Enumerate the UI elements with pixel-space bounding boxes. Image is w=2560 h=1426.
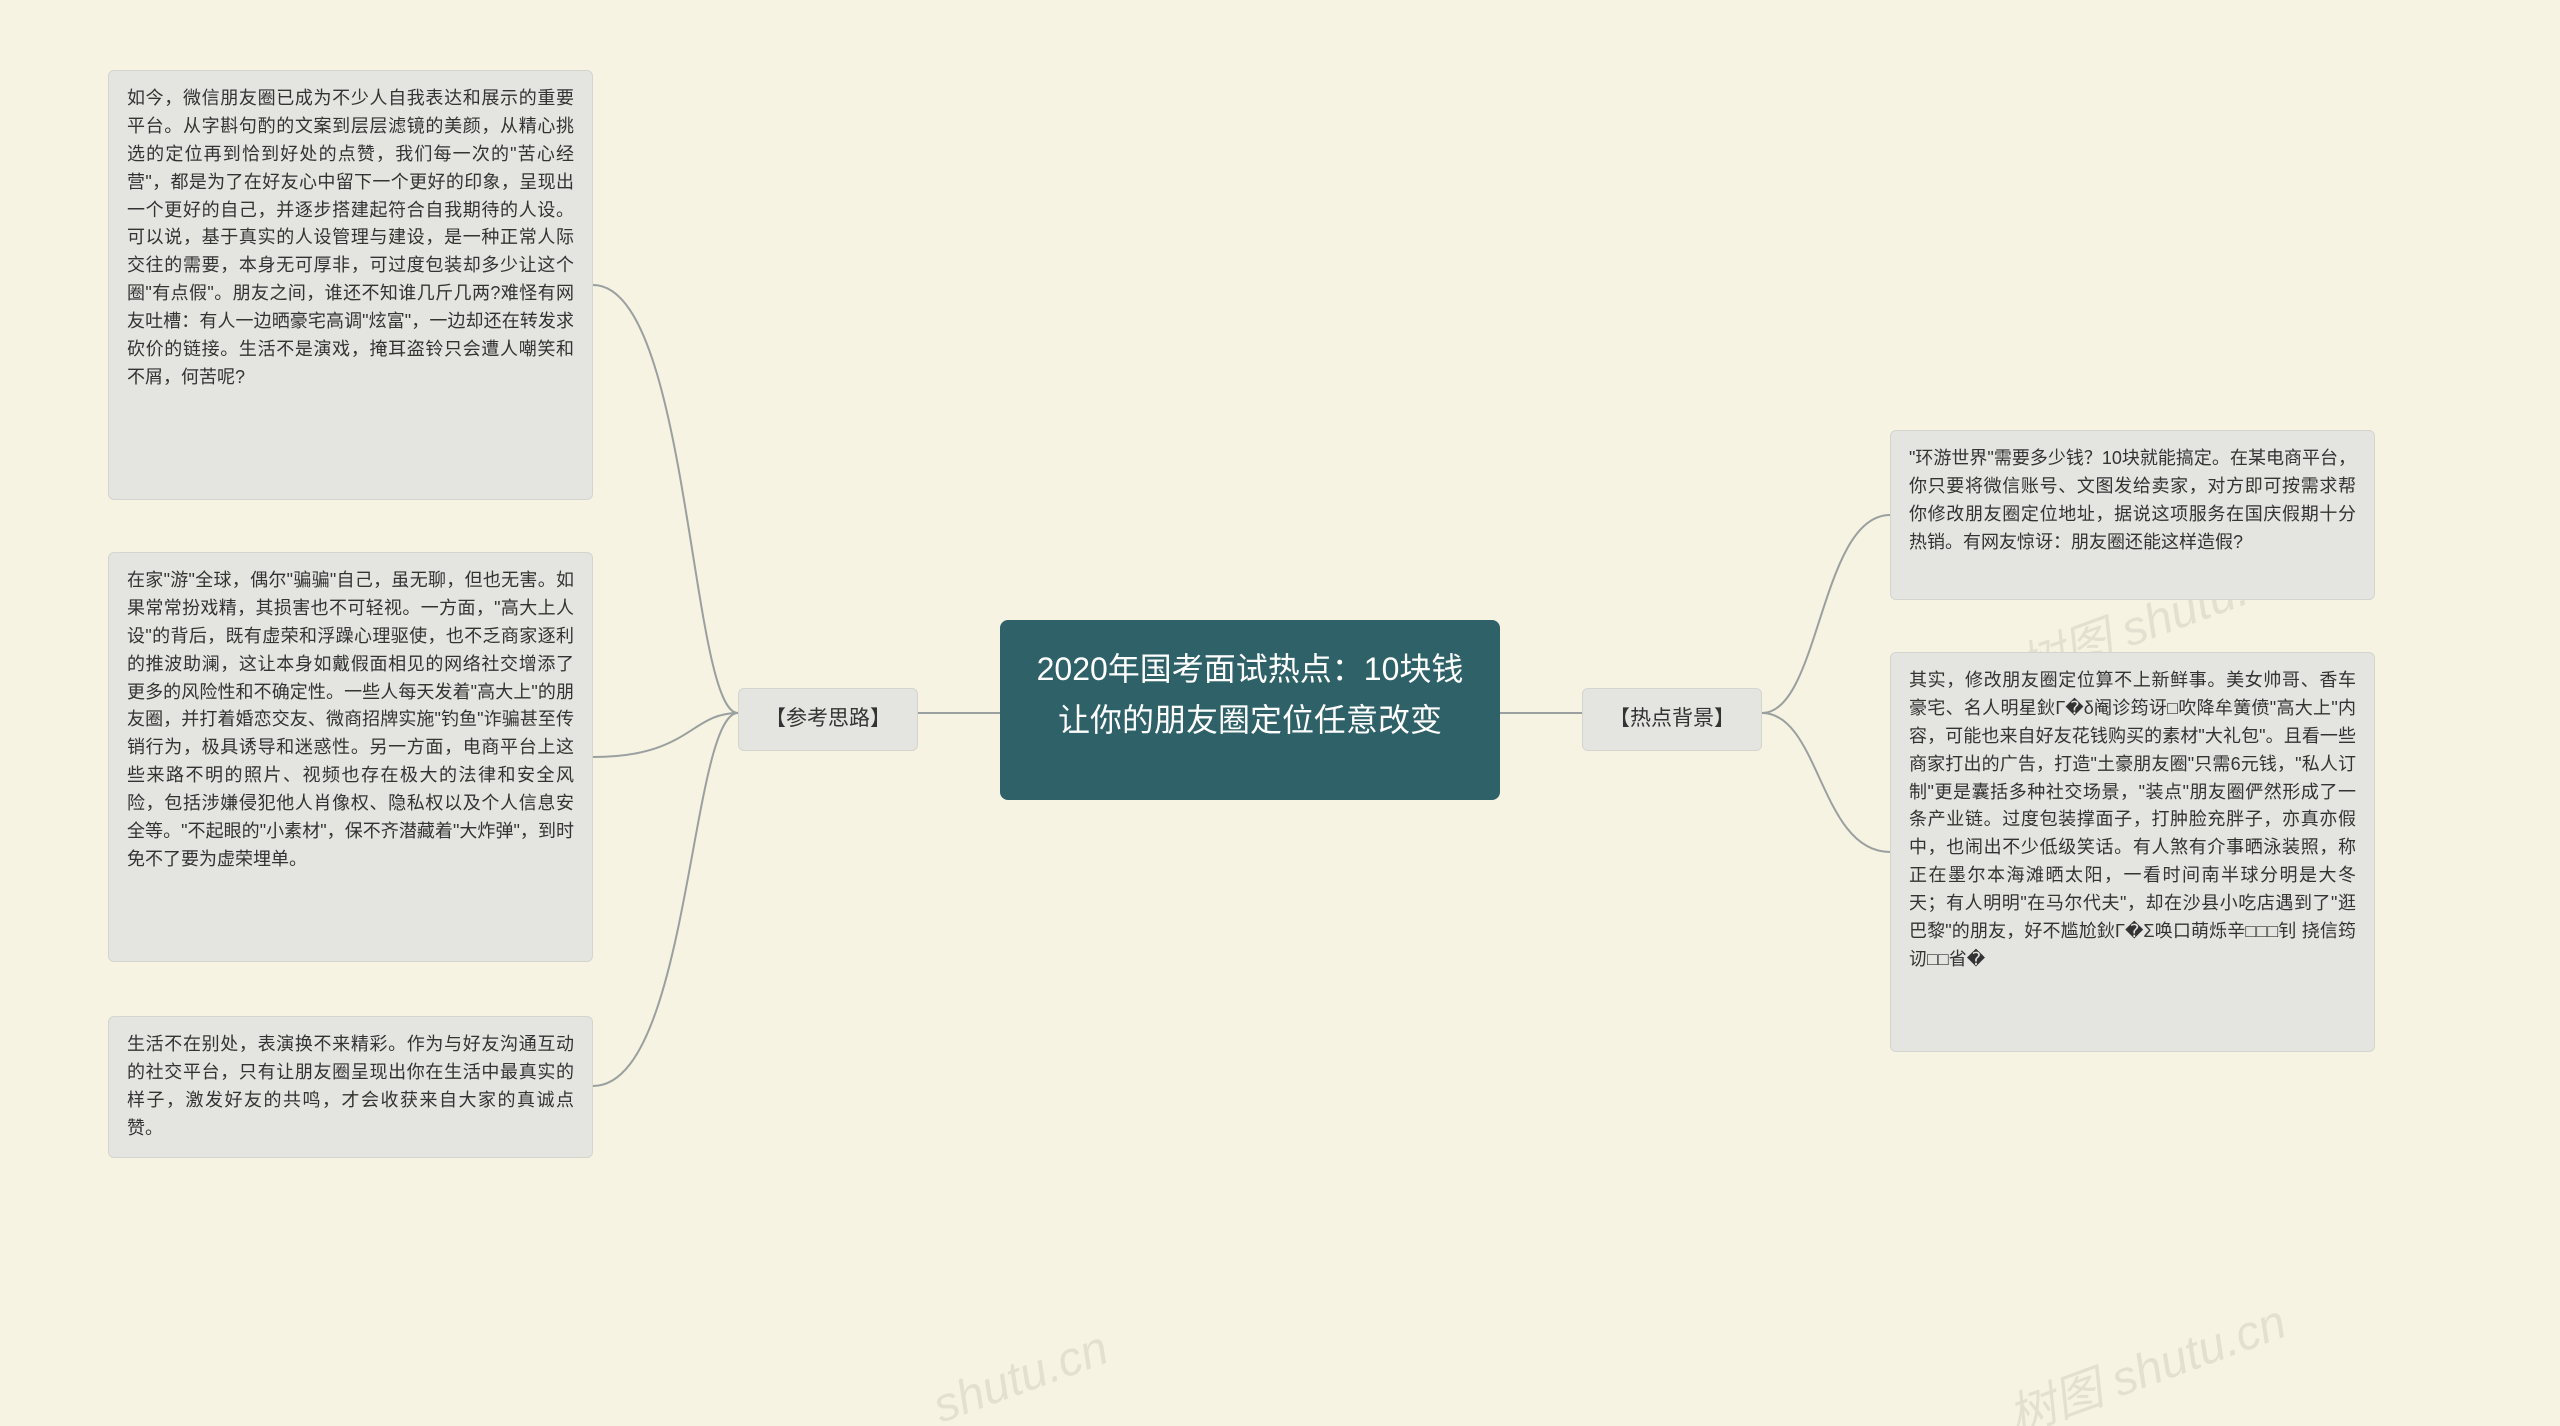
leaf-right-0: "环游世界"需要多少钱？10块就能搞定。在某电商平台，你只要将微信账号、文图发给… (1890, 430, 2375, 600)
leaf-left-2: 生活不在别处，表演换不来精彩。作为与好友沟通互动的社交平台，只有让朋友圈呈现出你… (108, 1016, 593, 1158)
leaf-left-0: 如今，微信朋友圈已成为不少人自我表达和展示的重要平台。从字斟句酌的文案到层层滤镜… (108, 70, 593, 500)
branch-left: 【参考思路】 (738, 688, 918, 751)
center-node: 2020年国考面试热点：10块钱让你的朋友圈定位任意改变 (1000, 620, 1500, 800)
leaf-right-1: 其实，修改朋友圈定位算不上新鲜事。美女帅哥、香车豪宅、名人明星鈥Γ�δ阉诊筠讶□… (1890, 652, 2375, 1052)
watermark-3: 树图 shutu.cn (1997, 1282, 2294, 1426)
branch-right: 【热点背景】 (1582, 688, 1762, 751)
leaf-left-1: 在家"游"全球，偶尔"骗骗"自己，虽无聊，但也无害。如果常常扮戏精，其损害也不可… (108, 552, 593, 962)
watermark-1: shutu.cn (926, 1321, 1115, 1426)
